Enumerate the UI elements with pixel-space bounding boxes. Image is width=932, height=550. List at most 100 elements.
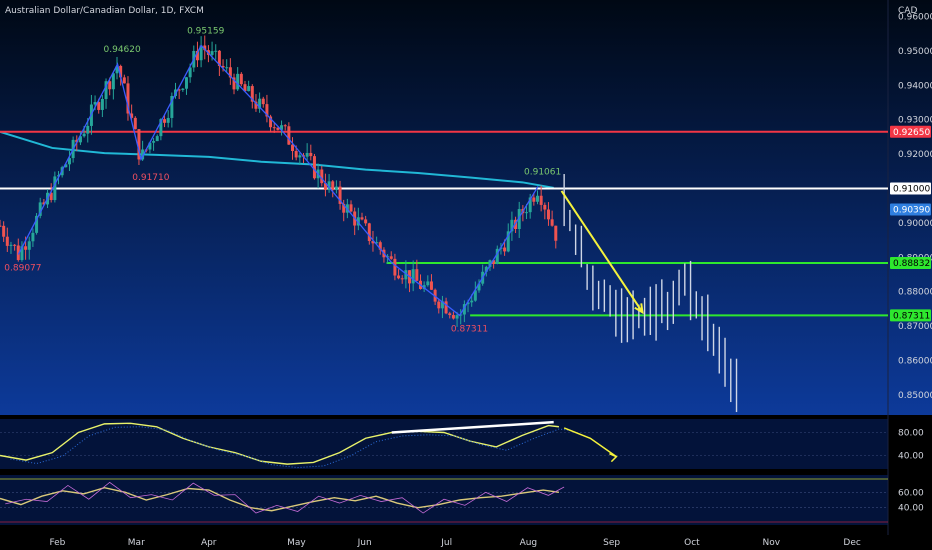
candle-body [426, 281, 430, 286]
candle-body [133, 117, 137, 130]
candle-body [287, 126, 291, 145]
candle-body [152, 141, 156, 143]
x-tick-label: Apr [201, 538, 217, 548]
rsi-tick-label: 60.00 [898, 488, 924, 498]
candle-body [97, 102, 101, 110]
candle-body [280, 125, 284, 130]
y-tick-label: 0.94000 [898, 81, 932, 91]
oscillator-forecast-arrow [563, 427, 617, 458]
candle-body [367, 223, 371, 242]
candle-body [455, 315, 459, 319]
candle-body [27, 241, 31, 250]
candle-body [199, 45, 203, 61]
oscillator-forecast-head [609, 452, 618, 463]
candle-body [64, 164, 68, 168]
y-tick-label: 0.90000 [898, 219, 932, 229]
candle-body [440, 301, 444, 309]
y-tick-label: 0.92000 [898, 150, 932, 160]
oscillator-line [0, 422, 559, 465]
candle-body [42, 202, 46, 205]
resistance-red-badge-label: 0.92650 [893, 128, 930, 138]
level-white-badge [890, 182, 931, 195]
rsi-fast-line [5, 481, 565, 514]
candle-body [371, 241, 375, 244]
candle-body [53, 176, 57, 201]
rsi-tick-label: 40.00 [898, 504, 924, 514]
candle-body [320, 169, 324, 184]
support-green-upper-badge-label: 0.88832 [893, 259, 930, 269]
candle-body [181, 88, 185, 90]
candle-body [269, 116, 273, 128]
candle-body [404, 270, 408, 280]
candle-body [451, 315, 455, 319]
candle-body [338, 186, 342, 204]
x-tick-label: Feb [49, 538, 65, 548]
candle-body [225, 67, 229, 69]
candle-body [466, 302, 470, 305]
candle-body [437, 301, 441, 309]
rsi-panel [0, 475, 888, 525]
zigzag-pattern [17, 44, 539, 317]
candle-body [554, 225, 558, 241]
candle-body [528, 197, 532, 213]
support-green-lower-badge [890, 309, 931, 322]
candle-body [470, 300, 474, 303]
candle-body [86, 125, 90, 134]
oscillator-signal-line [10, 426, 570, 469]
candle-body [82, 133, 86, 137]
candle-body [13, 244, 17, 246]
pivot-label: 0.91061 [524, 167, 561, 177]
x-tick-label: Jun [357, 538, 372, 548]
moving-average-line [0, 130, 554, 189]
y-tick-label: 0.87000 [898, 322, 932, 332]
candle-body [364, 219, 368, 224]
pivot-label: 0.95159 [187, 26, 224, 36]
candle-body [393, 258, 397, 276]
symbol-title: Australian Dollar/Canadian Dollar, 1D, F… [5, 6, 204, 16]
candle-body [546, 209, 550, 220]
candle-body [184, 77, 188, 89]
candle-body [397, 275, 401, 279]
rsi-line [0, 487, 560, 512]
oscillator-tick-label: 40.00 [898, 452, 924, 462]
candle-body [356, 217, 360, 226]
chart-background [0, 0, 932, 415]
pivot-label: 0.94620 [104, 45, 141, 55]
candle-body [236, 73, 240, 90]
candle-body [517, 209, 521, 230]
candle-body [78, 136, 82, 143]
x-tick-label: May [287, 538, 306, 548]
candle-body [525, 212, 529, 214]
candle-body [232, 77, 236, 90]
x-tick-label: Aug [520, 538, 538, 548]
candle-body [327, 181, 331, 190]
candle-body [122, 77, 126, 84]
candle-body [214, 50, 218, 52]
candle-body [503, 247, 507, 252]
forecast-arrow-head [634, 303, 644, 315]
pivot-label: 0.89077 [4, 264, 41, 274]
x-tick-label: Mar [128, 538, 145, 548]
candle-body [411, 269, 415, 284]
y-tick-label: 0.88000 [898, 288, 932, 298]
candle-body [20, 246, 24, 260]
candle-body [261, 98, 265, 105]
candle-body [67, 158, 71, 165]
candle-body [342, 203, 346, 213]
x-tick-label: Sep [603, 538, 620, 548]
candle-body [166, 117, 170, 123]
candle-body [31, 232, 35, 242]
candle-body [312, 156, 316, 179]
candle-body [100, 98, 104, 110]
candle-body [115, 65, 119, 74]
candle-body [550, 219, 554, 226]
candle-body [477, 283, 481, 291]
x-tick-label: Jul [440, 538, 452, 548]
support-green-lower-badge-label: 0.87311 [893, 311, 930, 321]
candle-body [9, 244, 13, 246]
oscillator-tick-label: 80.00 [898, 429, 924, 439]
candle-body [57, 175, 61, 177]
candle-body [510, 219, 514, 232]
candle-body [148, 142, 152, 150]
